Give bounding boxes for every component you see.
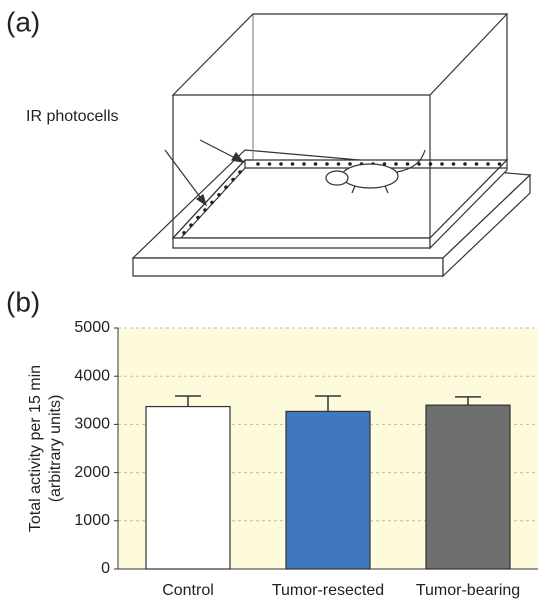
x-tick-label: Tumor-bearing: [416, 582, 520, 599]
chart: 0 1000 2000 3000 4000 5000 Total activity per …: [27, 319, 538, 599]
annotation: IR photocells: [26, 108, 119, 125]
y-tick-label: 2000: [74, 464, 110, 481]
y-tick-label: 5000: [74, 319, 110, 336]
panel-label: (a): [6, 6, 40, 37]
panel-label: (b): [6, 286, 40, 317]
y-axis-label: (arbitrary units): [47, 395, 64, 503]
x-tick-label: Tumor-resected: [272, 582, 384, 599]
apparatus: [131, 13, 532, 278]
y-tick-label: 0: [101, 560, 110, 577]
x-tick-label: Control: [162, 582, 214, 599]
y-axis-label: Total activity per 15 min: [27, 365, 44, 532]
bar: [145, 405, 231, 570]
bar: [425, 404, 511, 570]
y-tick-label: 3000: [74, 416, 110, 433]
y-tick-label: 4000: [74, 367, 110, 384]
bar: [285, 410, 371, 570]
y-tick-label: 1000: [74, 512, 110, 529]
